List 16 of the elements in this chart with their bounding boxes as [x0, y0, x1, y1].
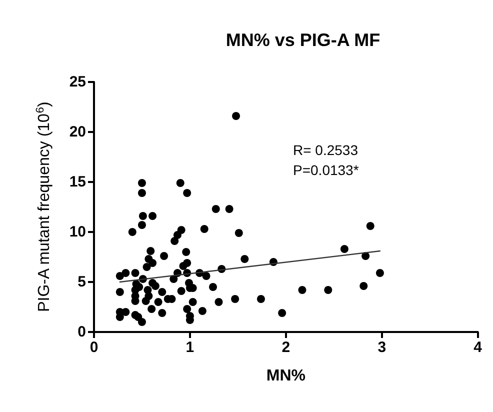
x-tick-label: 2	[282, 339, 290, 356]
y-tick-label: 0	[78, 324, 86, 340]
y-tick-label: 15	[69, 174, 86, 190]
x-axis-title: MN%	[266, 368, 306, 384]
x-tick-label: 0	[90, 339, 98, 356]
x-tick-label: 1	[186, 339, 194, 356]
x-tick-label: 3	[378, 339, 386, 356]
annotation: P=0.0133*	[293, 162, 360, 178]
y-tick-label: 5	[78, 274, 86, 290]
y-tick-label: 20	[69, 124, 86, 140]
annotation: R= 0.2533	[293, 142, 358, 158]
x-tick-label: 4	[474, 339, 483, 356]
chart-title: MN% vs PIG-A MF	[226, 30, 380, 50]
y-tick-label: 10	[69, 224, 86, 240]
y-tick-label: 25	[69, 74, 86, 90]
y-axis-title: PIG-A mutant frequency (106)	[34, 102, 53, 312]
